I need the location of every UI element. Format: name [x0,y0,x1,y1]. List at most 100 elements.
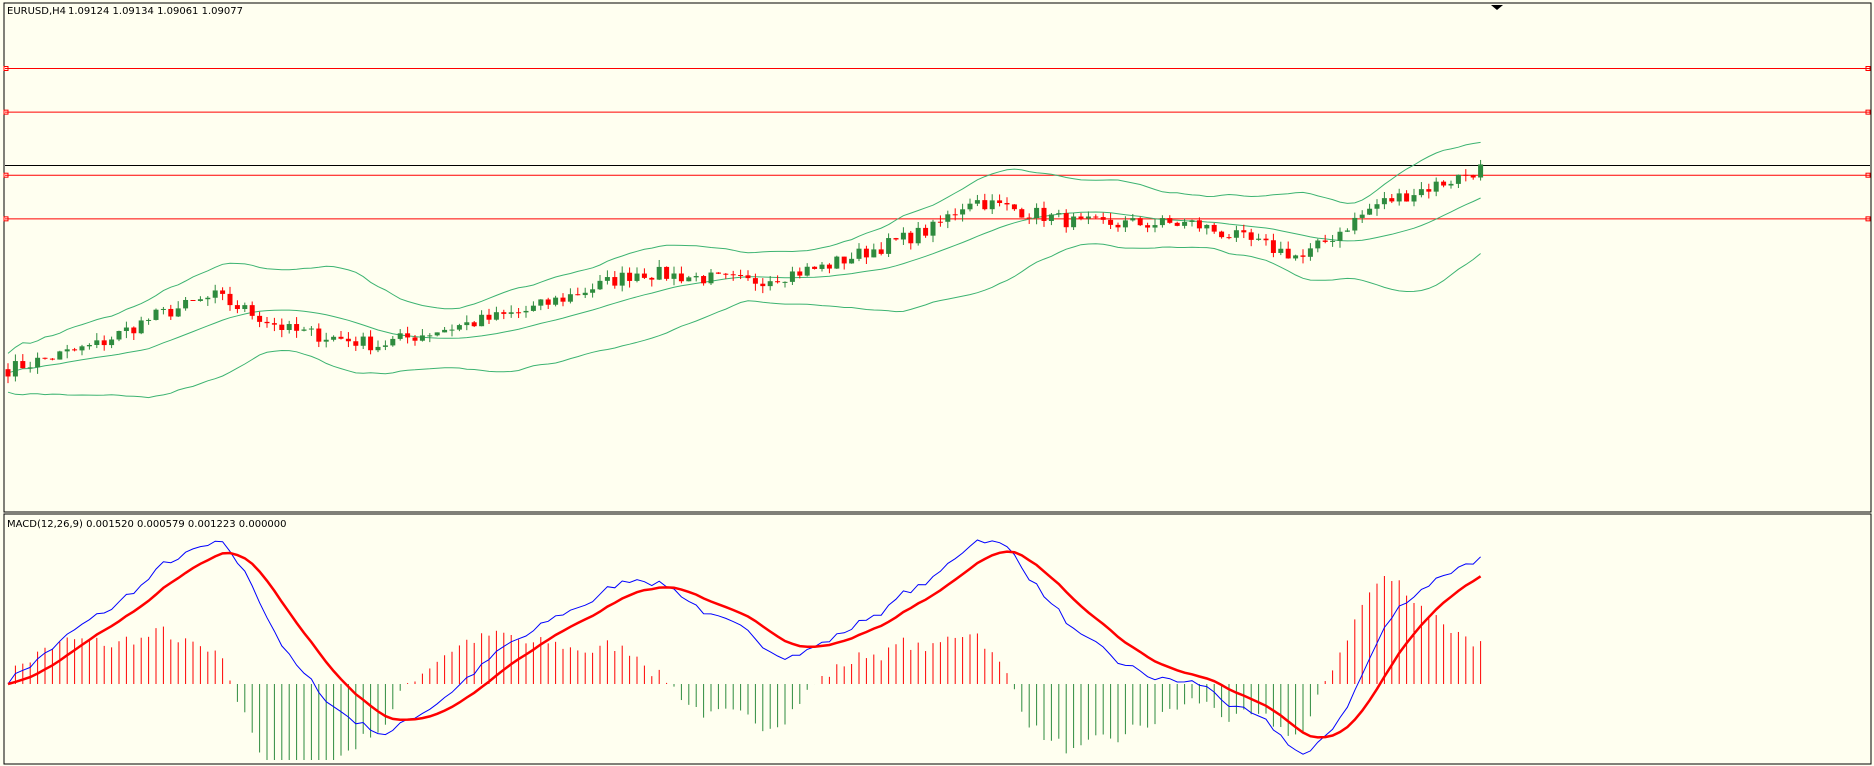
candle-body [671,273,677,279]
level-handle-right-2[interactable] [1865,172,1871,178]
candle-body [1263,238,1269,241]
candlesticks [5,159,1484,384]
candle-body [5,369,11,377]
level-handle-right-3[interactable] [1865,216,1871,222]
candle-body [360,336,366,346]
candle-body [353,341,359,346]
level-handle-right-0[interactable] [1865,66,1871,71]
candle-body [1300,255,1306,257]
candle-body [797,271,803,276]
candle-body [960,209,966,215]
level-handle-left-3[interactable] [3,216,9,222]
candle-body [442,329,448,333]
macd-signal-line [7,550,1482,739]
candle-body [1307,248,1313,257]
candle-body [116,331,122,340]
candle-body [1278,248,1284,253]
macd-lines [7,539,1482,755]
candle-body [930,221,936,236]
candle-body [989,200,995,210]
candle-body [1285,248,1291,259]
candle-body [849,258,855,264]
candle-body [1270,240,1276,253]
candle-body [730,274,736,276]
candle-body [1196,220,1202,229]
candle-body [1293,255,1299,259]
candle-body [915,227,921,244]
candle-body [249,305,255,316]
candle-body [693,276,699,278]
candle-body [264,321,270,324]
candle-body [175,308,181,317]
candle-body [316,328,322,342]
chart-shift-marker[interactable] [1491,5,1503,10]
candle-body [1248,232,1254,240]
candle-body [72,349,78,351]
candle-body [923,227,929,236]
candle-body [1063,213,1069,228]
candle-body [146,319,152,321]
horizontal-levels[interactable] [3,66,1871,222]
candle-body [456,325,462,330]
candle-body [708,272,714,284]
candle-body [1256,238,1262,240]
candle-body [1048,214,1054,221]
main-chart-frame [3,2,1872,513]
candle-body [782,281,788,283]
candle-body [1418,189,1424,196]
candle-body [634,273,640,281]
candle-body [1455,174,1461,184]
candle-body [649,277,655,280]
candle-body [27,367,33,369]
candle-body [1152,225,1158,228]
candle-body [752,278,758,284]
level-handle-right-1[interactable] [1865,109,1871,115]
candle-body [1130,218,1136,221]
candle-body [1441,181,1447,186]
candle-body [627,272,633,281]
candle-body [1344,230,1350,232]
candle-body [590,289,596,293]
level-handle-left-0[interactable] [3,66,9,71]
candle-body [427,335,433,337]
candle-body [271,323,277,325]
candle-body [397,333,403,339]
candle-body [42,357,48,359]
candle-body [723,273,729,275]
candle-body [952,214,958,216]
candle-body [604,277,610,281]
candle-body [678,273,684,282]
candle-body [49,358,55,360]
candle-body [1108,219,1114,225]
level-handle-left-1[interactable] [3,109,9,115]
candle-body [974,200,980,204]
candle-body [1426,189,1432,192]
candle-body [1411,195,1417,202]
candle-body [1011,204,1017,210]
candle-body [1315,240,1321,249]
candle-body [464,322,470,326]
candle-body [1100,217,1106,220]
candle-body [886,238,892,254]
candle-body [775,281,781,283]
candle-body [715,272,721,274]
candle-body [878,249,884,254]
candle-body [819,264,825,269]
candle-body [183,299,189,309]
candle-body [1330,240,1336,242]
candle-body [745,275,751,279]
candle-body [1219,231,1225,238]
candle-body [1352,217,1358,231]
candle-body [760,283,766,287]
candle-body [375,346,381,351]
candle-body [701,276,707,284]
candle-body [1337,231,1343,241]
candle-body [1004,202,1010,205]
candle-body [1137,218,1143,226]
candle-body [575,294,581,296]
candle-body [1233,230,1239,238]
candle-body [1367,208,1373,215]
level-handle-left-2[interactable] [3,172,9,178]
candle-body [1381,198,1387,205]
